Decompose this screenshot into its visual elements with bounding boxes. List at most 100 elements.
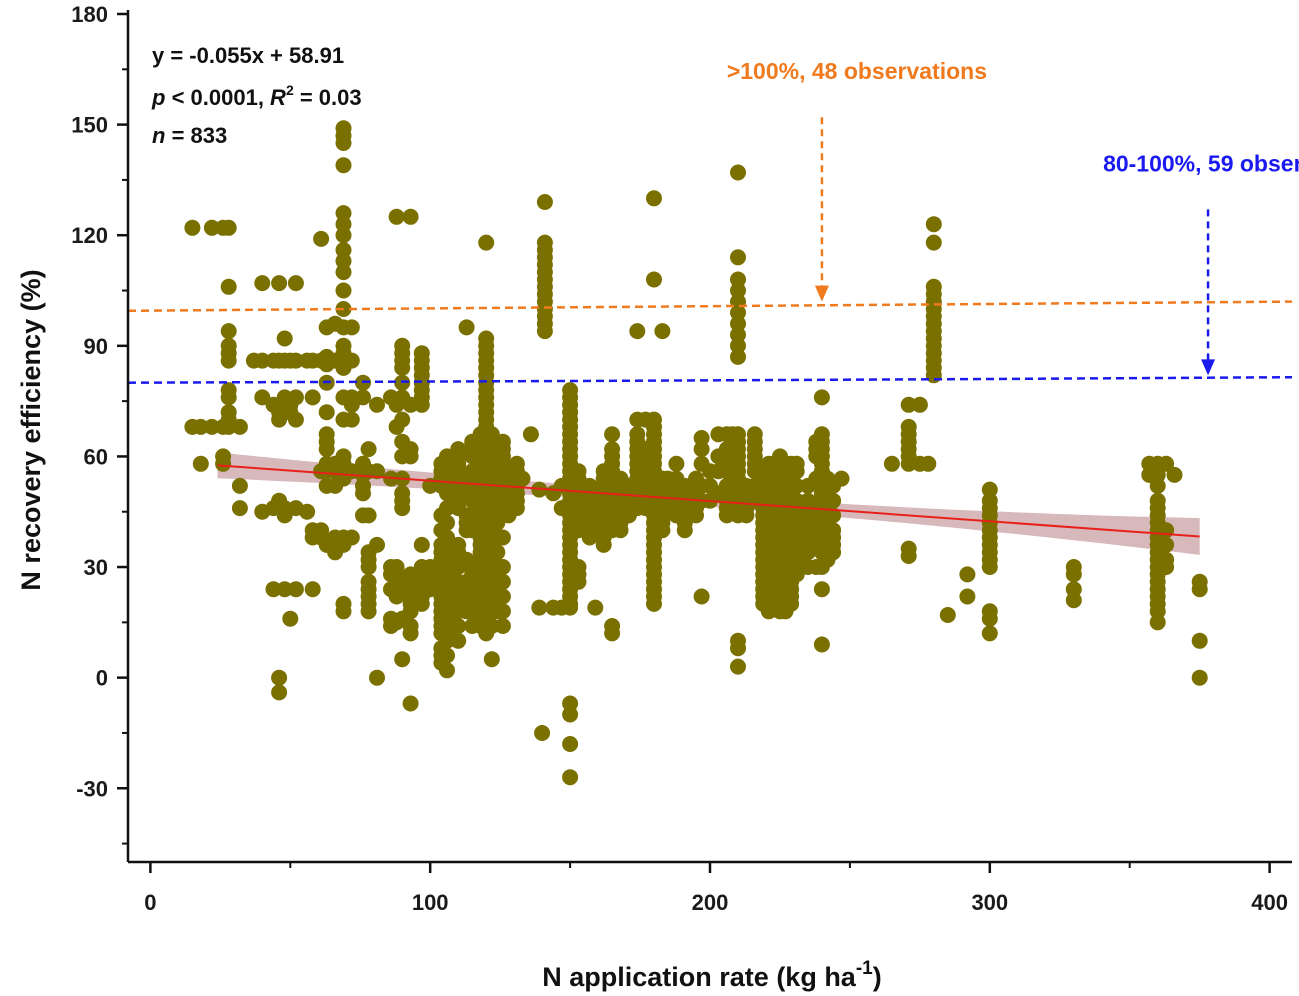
r2-value-text: = 0.03 (294, 85, 362, 110)
data-point (318, 404, 335, 421)
annotation-arrow-head-2 (1201, 359, 1216, 376)
regression-p-r2: p < 0.0001, R2 = 0.03 (151, 82, 362, 110)
data-point (813, 389, 830, 406)
data-point (508, 455, 525, 472)
regression-equation: y = -0.055x + 58.91 (152, 43, 344, 68)
p-italic: p (151, 85, 165, 110)
data-point (439, 514, 455, 531)
data-point (1149, 492, 1166, 509)
data-point (1065, 592, 1082, 609)
data-point (335, 595, 352, 612)
data-point (271, 669, 288, 686)
annotation-label-2: 80-100%, 59 observations (1103, 150, 1299, 176)
threshold-line-80-percent (127, 375, 1293, 384)
data-point (276, 500, 293, 517)
data-point (343, 352, 360, 369)
threshold-line-100-percent (127, 300, 1293, 313)
data-point (343, 389, 360, 406)
data-point (514, 470, 531, 487)
data-point (1149, 466, 1166, 483)
data-point (1158, 455, 1175, 472)
data-point (231, 477, 248, 494)
data-point (959, 566, 976, 583)
data-point (646, 190, 662, 207)
data-point (587, 599, 604, 616)
data-point (478, 330, 495, 347)
data-point (730, 426, 746, 443)
data-point (604, 441, 621, 458)
y-tick-label: -30 (76, 776, 108, 801)
data-point (730, 304, 746, 321)
data-point (394, 651, 411, 668)
data-point (981, 492, 998, 509)
data-point (730, 282, 746, 299)
data-point (304, 389, 321, 406)
data-point (313, 522, 330, 539)
data-point (646, 271, 662, 288)
data-point (402, 441, 419, 458)
data-point (355, 389, 371, 406)
data-point (746, 426, 763, 443)
data-point (883, 455, 900, 472)
regression-fit-line (217, 464, 1200, 538)
data-point (654, 323, 671, 340)
data-point (562, 706, 579, 723)
data-point (271, 684, 288, 701)
data-point (231, 500, 248, 517)
data-point (220, 337, 237, 354)
x-tick-label: 0 (144, 890, 156, 915)
data-point (402, 618, 419, 634)
data-point (562, 695, 579, 712)
data-point (959, 588, 976, 605)
data-point (335, 216, 352, 233)
data-point (343, 529, 360, 546)
data-point (900, 418, 917, 435)
data-point (388, 559, 405, 575)
data-point (489, 544, 506, 561)
data-point (335, 253, 352, 269)
data-point (494, 603, 511, 620)
data-point (1191, 669, 1208, 686)
data-point (629, 323, 646, 340)
data-point (313, 230, 330, 247)
data-point (604, 618, 621, 634)
data-point (483, 618, 500, 634)
data-point (483, 651, 500, 668)
data-point (220, 404, 237, 421)
data-point (629, 426, 646, 443)
data-point (220, 382, 237, 399)
data-point (920, 455, 937, 472)
data-point (413, 345, 430, 362)
data-point (220, 219, 237, 236)
data-point (388, 208, 405, 225)
data-point (531, 599, 548, 616)
data-point (1166, 466, 1183, 483)
annotations-layer: >100%, 48 observations 80-100%, 59 observ… (727, 58, 1299, 376)
r-superscript: 2 (286, 82, 294, 98)
data-points-layer (184, 120, 1208, 786)
data-point (788, 455, 805, 472)
data-point (369, 536, 385, 553)
x-tick-label: 400 (1251, 890, 1288, 915)
fit-line-layer (217, 464, 1200, 538)
data-point (287, 581, 304, 598)
data-point (335, 120, 352, 137)
annotation-arrow-head-1 (814, 285, 829, 302)
data-point (265, 581, 282, 598)
data-point (335, 157, 352, 174)
data-point (184, 219, 201, 236)
r-italic: R (270, 85, 286, 110)
data-point (730, 326, 746, 343)
data-point (562, 769, 579, 786)
data-point (536, 234, 553, 251)
data-point (981, 625, 998, 642)
data-point (981, 481, 998, 498)
data-point (254, 275, 271, 292)
data-point (402, 695, 419, 712)
data-point (925, 216, 942, 233)
x-axis-title-main: N application rate (kg ha (542, 962, 857, 992)
data-point (231, 418, 248, 435)
y-tick-label: 0 (96, 666, 108, 691)
y-tick-label: 60 (84, 444, 108, 469)
